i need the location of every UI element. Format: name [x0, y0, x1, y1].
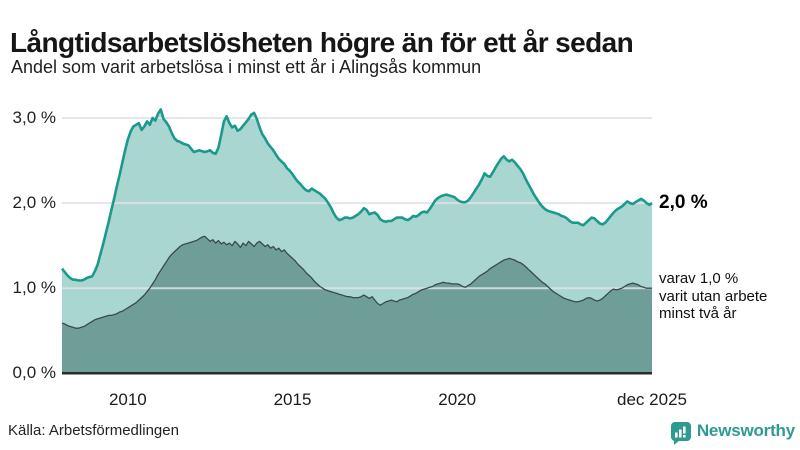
speech-bubble-tail: [673, 439, 680, 445]
brand-logo: Newsworthy: [670, 421, 795, 445]
annotation-line: varit utan arbete: [659, 287, 768, 305]
y-tick-label: 1,0 %: [12, 278, 56, 298]
two-year-area-fill: [62, 236, 652, 374]
x-tick-label: 2010: [108, 390, 147, 409]
annotation-line: varav 1,0 %: [659, 270, 739, 288]
y-tick-label: 3,0 %: [12, 108, 56, 127]
total-line: [60, 108, 653, 282]
series-end-label: 2,0 %: [659, 192, 708, 214]
x-tick-label: 2015: [273, 390, 312, 409]
two-year-line: [61, 235, 652, 329]
two-year-annotation: varav 1,0 % varit utan arbete minst två …: [659, 270, 767, 323]
x-tick-label: 2020: [438, 390, 477, 409]
annotation-line: minst två år: [659, 305, 737, 323]
source-note: Källa: Arbetsförmedlingen: [8, 422, 179, 439]
brand-name: Newsworthy: [696, 421, 795, 440]
y-tick-label: 2,0 %: [12, 193, 56, 213]
page-title: Långtidsarbetslösheten högre än för ett …: [10, 26, 634, 58]
newsworthy-icon: [670, 421, 691, 445]
chart-subtitle: Andel som varit arbetslösa i minst ett å…: [11, 57, 482, 77]
y-tick-label: 0,0 %: [12, 363, 56, 383]
bar-chart-glyph: [674, 426, 686, 437]
x-tick-label: dec 2025: [617, 390, 687, 409]
